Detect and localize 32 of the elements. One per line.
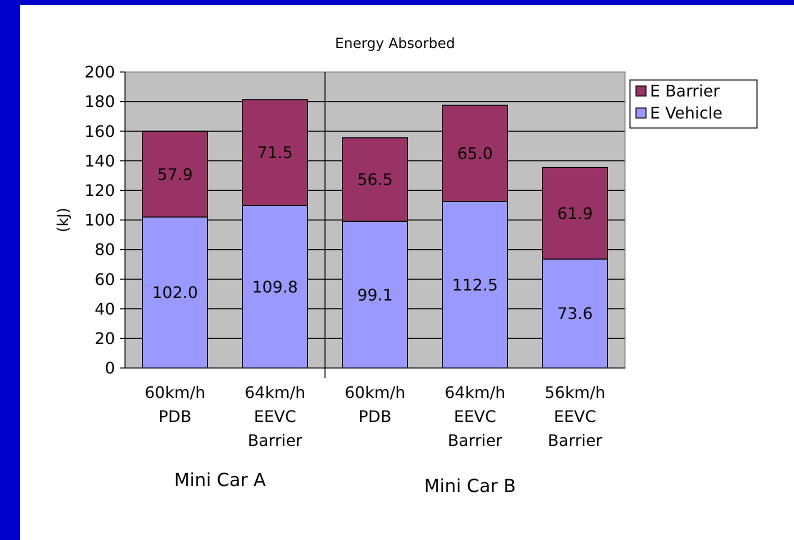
y-tick-label: 40 [94, 299, 115, 318]
y-tick-label: 120 [84, 181, 115, 200]
y-tick-label: 20 [94, 329, 115, 348]
data-label: 109.8 [252, 277, 298, 296]
data-label: 65.0 [457, 144, 493, 163]
y-tick-label: 0 [104, 358, 115, 378]
data-label: 56.5 [357, 170, 393, 190]
data-label: 99.1 [357, 285, 393, 304]
data-label: 57.9 [157, 164, 193, 184]
y-tick-label: 80 [94, 240, 115, 260]
x-tick-label: 56km/h EEVC Barrier [544, 383, 606, 450]
y-tick-label: 160 [84, 122, 115, 141]
legend-label: E Barrier [650, 82, 720, 101]
legend-label: E Vehicle [650, 104, 722, 123]
x-tick-label: 60km/h PDB [344, 383, 406, 426]
text: Mini Car A [174, 470, 267, 491]
data-label: 73.6 [557, 304, 593, 324]
x-tick-label: 64km/h EEVC Barrier [244, 383, 306, 450]
data-label: 102.0 [152, 283, 198, 302]
y-tick-label: 180 [84, 92, 115, 112]
y-tick-label: 100 [84, 210, 115, 230]
data-label: 112.5 [452, 275, 498, 294]
text: Mini Car B [424, 476, 516, 497]
y-tick-label: 200 [84, 62, 115, 82]
data-label: 71.5 [257, 143, 293, 162]
y-axis-title: (kJ) [54, 208, 72, 232]
y-tick-label: 60 [94, 270, 115, 289]
x-tick-label: 60km/h PDB [144, 383, 206, 426]
x-tick-label: 64km/h EEVC Barrier [444, 383, 506, 450]
data-label: 61.9 [557, 204, 593, 223]
chart-title: Energy Absorbed [335, 36, 455, 52]
y-tick-label: 140 [84, 151, 115, 170]
